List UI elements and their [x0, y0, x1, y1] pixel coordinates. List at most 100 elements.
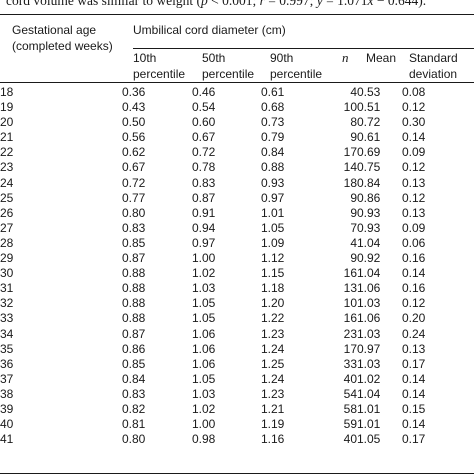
- cell-sd: 0.17: [402, 356, 426, 371]
- table-row: 34 0.87 1.06 1.23 23 1.03 0.24: [0, 327, 474, 342]
- cell-n: 18: [343, 175, 357, 190]
- cell-mean: 1.04: [357, 386, 381, 401]
- cell-p10: 0.36: [122, 85, 146, 99]
- header-sd-line2: deviation: [409, 67, 458, 81]
- cell-age: 25: [0, 190, 14, 205]
- cell-mean: 0.92: [357, 251, 381, 266]
- table-subheader-rule: [133, 48, 474, 49]
- cell-p10: 0.50: [122, 115, 146, 130]
- header-p90: 90th percentile: [270, 50, 322, 82]
- cell-p90: 1.24: [261, 371, 285, 386]
- table-row: 25 0.77 0.87 0.97 9 0.86 0.12: [0, 191, 474, 206]
- cell-sd: 0.14: [402, 417, 426, 432]
- cell-n: 14: [343, 160, 357, 175]
- cell-n: 23: [343, 326, 357, 341]
- caption-r-value: = 0.997;: [264, 0, 317, 8]
- cell-n: 9: [350, 130, 357, 145]
- cell-age: 22: [0, 145, 14, 160]
- header-p90-line2: percentile: [270, 67, 323, 81]
- cell-mean: 1.03: [357, 296, 381, 311]
- cell-p50: 1.05: [192, 296, 216, 311]
- table-row: 22 0.62 0.72 0.84 17 0.69 0.09: [0, 145, 474, 160]
- table-top-rule: [0, 14, 474, 15]
- header-age-line1: Gestational age: [12, 23, 97, 37]
- caption-r-symbol: r: [259, 0, 265, 8]
- cell-p50: 1.06: [192, 341, 216, 356]
- cell-sd: 0.13: [402, 205, 426, 220]
- cell-mean: 0.72: [357, 115, 381, 130]
- cell-mean: 0.69: [357, 145, 381, 160]
- cell-p90: 1.05: [261, 220, 285, 235]
- cell-p10: 0.67: [122, 160, 146, 175]
- cell-sd: 0.12: [402, 100, 426, 115]
- cell-p10: 0.56: [122, 130, 146, 145]
- cell-n: 17: [343, 145, 357, 160]
- cell-n: 8: [350, 115, 357, 130]
- cell-age: 18: [0, 85, 14, 99]
- cell-mean: 1.06: [357, 281, 381, 296]
- cell-p50: 0.54: [192, 100, 216, 115]
- cell-n: 17: [343, 341, 357, 356]
- cell-p50: 0.46: [192, 85, 216, 99]
- header-gestational-age: Gestational age (completed weeks): [12, 22, 113, 54]
- cell-age: 28: [0, 235, 14, 250]
- header-p10-line1: 10th: [133, 51, 157, 65]
- table-bottom-rule: [0, 473, 474, 474]
- cell-p50: 0.67: [192, 130, 216, 145]
- cell-n: 9: [350, 190, 357, 205]
- cell-age: 34: [0, 326, 14, 341]
- cell-p50: 1.06: [192, 326, 216, 341]
- cell-mean: 0.51: [357, 100, 381, 115]
- table-row: 18 0.36 0.46 0.61 4 0.53 0.08: [0, 85, 474, 100]
- table-row: 31 0.88 1.03 1.18 13 1.06 0.16: [0, 281, 474, 296]
- cell-mean: 1.01: [357, 417, 381, 432]
- cell-p90: 1.16: [261, 432, 285, 447]
- cell-p90: 1.23: [261, 326, 285, 341]
- cell-n: 10: [343, 296, 357, 311]
- cell-p90: 1.23: [261, 386, 285, 401]
- cell-n: 10: [343, 100, 357, 115]
- cell-p50: 0.97: [192, 235, 216, 250]
- cell-p50: 0.72: [192, 145, 216, 160]
- cell-p90: 1.20: [261, 296, 285, 311]
- cell-mean: 0.93: [357, 205, 381, 220]
- caption-tail: − 0.644).: [373, 0, 427, 8]
- cell-sd: 0.09: [402, 145, 426, 160]
- cell-p10: 0.88: [122, 296, 146, 311]
- cell-p50: 0.87: [192, 190, 216, 205]
- cell-mean: 1.03: [357, 356, 381, 371]
- cell-sd: 0.14: [402, 130, 426, 145]
- table-row: 41 0.80 0.98 1.16 40 1.05 0.17: [0, 432, 474, 447]
- cell-p50: 1.03: [192, 386, 216, 401]
- cell-n: 7: [350, 220, 357, 235]
- cell-mean: 0.61: [357, 130, 381, 145]
- table-row: 30 0.88 1.02 1.15 16 1.04 0.14: [0, 266, 474, 281]
- cell-mean: 0.97: [357, 341, 381, 356]
- caption-p-symbol: p: [200, 0, 208, 8]
- cell-n: 9: [350, 251, 357, 266]
- cell-sd: 0.12: [402, 160, 426, 175]
- cell-age: 32: [0, 296, 14, 311]
- cell-sd: 0.16: [402, 281, 426, 296]
- cell-n: 4: [350, 85, 357, 99]
- table-row: 23 0.67 0.78 0.88 14 0.75 0.12: [0, 160, 474, 175]
- cell-mean: 1.04: [357, 235, 381, 250]
- cell-n: 33: [343, 356, 357, 371]
- cell-p90: 1.19: [261, 417, 285, 432]
- cell-mean: 1.05: [357, 432, 381, 447]
- cell-mean: 1.04: [357, 266, 381, 281]
- cell-n: 4: [350, 235, 357, 250]
- header-p50-line2: percentile: [202, 67, 255, 81]
- cell-mean: 1.06: [357, 311, 381, 326]
- table-row: 36 0.85 1.06 1.25 33 1.03 0.17: [0, 357, 474, 372]
- data-table-body: 18 0.36 0.46 0.61 4 0.53 0.08 19 0.43 0.54 0.68 10 0…: [0, 85, 474, 447]
- table-row: 27 0.83 0.94 1.05 7 0.93 0.09: [0, 221, 474, 236]
- cell-p10: 0.43: [122, 100, 146, 115]
- cell-age: 19: [0, 100, 14, 115]
- table-row: 19 0.43 0.54 0.68 10 0.51 0.12: [0, 100, 474, 115]
- cell-p10: 0.62: [122, 145, 146, 160]
- cell-mean: 0.86: [357, 190, 381, 205]
- cell-p10: 0.84: [122, 371, 146, 386]
- cell-mean: 0.53: [357, 85, 381, 99]
- caption-equation: = 1.071: [322, 0, 368, 8]
